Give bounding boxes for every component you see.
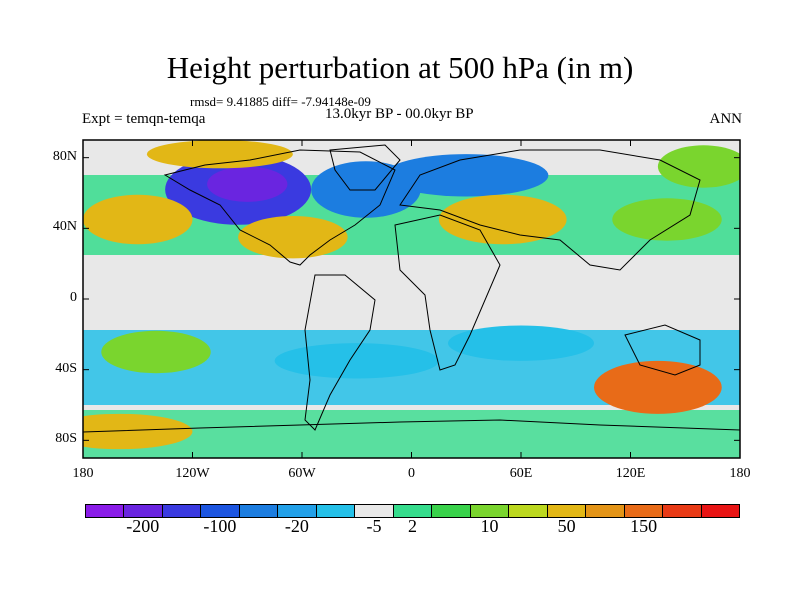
colorbar-label: -20: [284, 516, 309, 536]
field-blob: [274, 343, 439, 379]
colorbar-swatch: [86, 505, 125, 517]
field-blob: [146, 140, 293, 169]
colorbar-swatch: [586, 505, 625, 517]
lat-label: 80S: [55, 431, 77, 447]
colorbar-label: -100: [203, 516, 237, 536]
colorbar-swatch: [316, 505, 356, 517]
plot-title: Height perturbation at 500 hPa (in m): [166, 50, 634, 85]
colorbar-swatch: [432, 505, 471, 517]
colorbar-swatch: [547, 505, 587, 517]
colorbar-swatch: [663, 505, 702, 517]
colorbar-swatch: [162, 505, 202, 517]
map-ticks: [82, 140, 741, 458]
colorbar-swatch: [701, 505, 739, 517]
lon-label: 180: [72, 466, 94, 481]
colorbar-swatch: [239, 505, 279, 517]
lon-label: 60W: [288, 466, 316, 481]
colorbar-swatch: [393, 505, 433, 517]
coast-south-america: [304, 274, 376, 431]
field-blob: [101, 330, 211, 374]
field-blob: [612, 198, 722, 241]
field-blob: [83, 194, 193, 245]
period-label: 13.0kyr BP - 00.0kyr BP: [325, 106, 474, 122]
colorbar-label: -200: [126, 516, 160, 536]
field-blob: [384, 154, 549, 197]
coast-north-america: [163, 149, 396, 266]
lat-label: 0: [70, 290, 77, 305]
field-blob: [594, 360, 722, 414]
field-blob: [83, 413, 193, 450]
colorbar-label: 150: [630, 516, 658, 536]
colorbar-label: 50: [557, 516, 576, 536]
lon-label: 0: [408, 466, 415, 481]
colorbar-label: 10: [480, 516, 499, 536]
coastlines: [83, 144, 740, 433]
lon-label: 180: [729, 466, 751, 481]
season-label: ANN: [709, 111, 743, 127]
colorbar-swatch: [470, 505, 510, 517]
coast-africa: [394, 214, 501, 371]
colorbar-swatch: [124, 505, 163, 517]
colorbar-swatch: [624, 505, 664, 517]
field-contours: [83, 140, 740, 450]
colorbar-swatch: [355, 505, 394, 517]
colorbar-label: -5: [366, 516, 382, 536]
field-blob: [438, 194, 567, 245]
coast-eurasia: [399, 149, 701, 271]
lon-label: 120E: [615, 466, 646, 481]
coast-greenland: [329, 144, 401, 191]
rmsd-stats: rmsd= 9.41885 diff= -7.94148e-09: [190, 94, 371, 109]
colorbar-swatch: [201, 505, 240, 517]
southern-band: [83, 410, 740, 458]
lon-label: 60E: [509, 466, 533, 481]
colorbar-swatch: [509, 505, 548, 517]
coast-antarctica: [83, 419, 740, 433]
colorbar: [85, 504, 740, 518]
colorbar-label: 2: [408, 516, 417, 536]
coast-australia: [624, 324, 701, 376]
lat-label: 40N: [52, 219, 77, 235]
lat-label: 80N: [52, 148, 77, 164]
colorbar-swatch: [278, 505, 317, 517]
field-blob: [207, 166, 288, 202]
field-blob: [448, 325, 594, 361]
lon-label: 120W: [175, 466, 210, 481]
lat-label: 40S: [55, 360, 77, 376]
field-blob: [657, 145, 740, 188]
experiment-label: Expt = temqn-temqa: [82, 111, 206, 127]
